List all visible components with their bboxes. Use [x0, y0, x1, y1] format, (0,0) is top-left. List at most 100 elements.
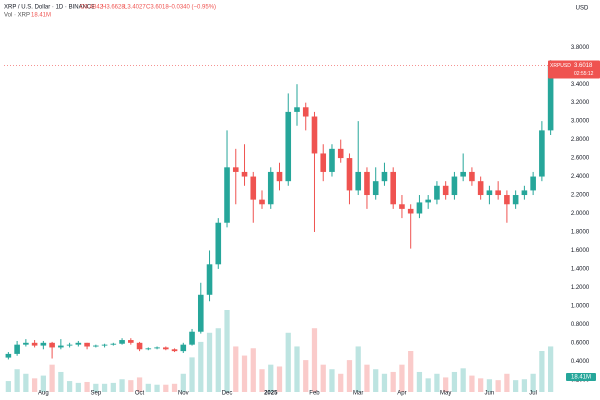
candle-body — [407, 208, 414, 214]
candle-body — [180, 344, 187, 352]
candle-body — [23, 342, 29, 345]
x-tick-label: 2025 — [264, 391, 278, 397]
volume-bar — [408, 351, 414, 392]
candle-body — [547, 65, 554, 131]
currency-label: USD — [576, 6, 589, 12]
volume-bar — [338, 373, 344, 392]
volume-bar — [241, 355, 248, 392]
candle-body — [58, 345, 64, 348]
candle-body — [119, 340, 125, 344]
x-tick-label: May — [440, 391, 451, 397]
volume-bar — [320, 364, 326, 392]
y-tick-label: 2.4000 — [571, 174, 590, 180]
y-tick-label: 1.6000 — [571, 248, 590, 254]
x-tick-label: Sep — [90, 391, 101, 397]
candle-body — [355, 171, 362, 191]
candle-body — [434, 185, 440, 200]
candle-body — [75, 342, 82, 345]
candle-body — [145, 348, 152, 350]
candle-body — [197, 294, 204, 332]
volume-bar — [460, 368, 466, 392]
volume-bar — [171, 383, 178, 392]
volume-bar — [128, 380, 134, 392]
volume-bar — [268, 364, 274, 392]
x-tick-label: Dec — [222, 391, 233, 397]
volume-bar — [434, 373, 440, 392]
candle-body — [189, 331, 195, 345]
candle-body — [530, 176, 536, 191]
candle-body — [329, 148, 335, 172]
volume-bar — [486, 379, 493, 392]
candle-body — [390, 171, 396, 205]
candle-body — [14, 344, 20, 354]
volume-bar — [84, 381, 90, 392]
y-tick-label: 2.0000 — [571, 211, 590, 217]
candle-body — [276, 171, 283, 182]
candle-body — [241, 171, 248, 177]
volume-bar — [58, 371, 64, 392]
y-tick-label: 2.8000 — [571, 137, 590, 143]
candle-body — [504, 195, 510, 205]
volume-bar — [504, 373, 510, 392]
volume-bar — [311, 328, 318, 392]
x-tick-label: Jul — [529, 391, 537, 397]
candle-body — [31, 342, 38, 346]
volume-bar — [40, 375, 46, 392]
y-tick-label: 3.4000 — [571, 82, 590, 88]
volume-bar — [31, 378, 38, 392]
candle-body — [346, 158, 353, 191]
candle-body — [267, 171, 274, 205]
candle-body — [416, 202, 423, 214]
candle-body — [110, 343, 117, 345]
y-tick-label: 0.4000 — [571, 359, 590, 365]
price-tag-value: 3.6018 — [574, 63, 593, 69]
volume-bar — [539, 351, 545, 392]
candle-body — [486, 190, 493, 196]
volume-bar — [110, 382, 116, 392]
volume-bar — [469, 375, 475, 392]
volume-bar — [101, 383, 108, 392]
x-tick-label: Mar — [353, 391, 363, 397]
candle-body — [381, 171, 388, 182]
ohlc-label: L3.4027 — [124, 5, 146, 11]
y-tick-label: 1.4000 — [571, 266, 590, 272]
candle-body — [215, 222, 222, 265]
volume-bar — [93, 383, 99, 392]
volume-bar — [206, 332, 213, 392]
volume-bar — [75, 382, 81, 392]
candle-body — [136, 342, 143, 350]
candle-body — [372, 181, 379, 196]
x-tick-label: Oct — [135, 391, 145, 397]
change-label: −0.0340 (−0.95%) — [168, 5, 216, 11]
volume-bar — [5, 381, 11, 392]
candle-body — [364, 171, 370, 196]
volume-bar — [478, 378, 484, 392]
candle-body — [451, 176, 458, 196]
x-tick-label: Feb — [309, 391, 320, 397]
chart-title: XRP / U.S. Dollar · 1D · BINANCE — [4, 5, 95, 11]
candle-body — [128, 340, 134, 343]
y-tick-label: 0.8000 — [571, 322, 590, 328]
volume-bar — [233, 346, 239, 392]
candle-body — [521, 190, 528, 196]
ohlc-label: C3.6018 — [146, 5, 169, 11]
volume-label: 18.41M — [31, 13, 51, 19]
candle-body — [425, 199, 431, 203]
volume-bar — [416, 371, 423, 392]
volume-tag — [566, 373, 596, 381]
candle-body — [311, 116, 318, 154]
volume-bar — [495, 380, 501, 392]
candle-body — [477, 181, 484, 196]
candle-body — [469, 171, 475, 182]
volume-bar — [215, 328, 221, 392]
candle-body — [302, 107, 309, 117]
volume-bar — [373, 369, 379, 392]
volume-bar — [451, 371, 458, 392]
volume-bar — [66, 381, 73, 392]
volume-bar — [530, 373, 536, 392]
candle-body — [224, 167, 230, 223]
candle-body — [40, 342, 47, 346]
y-tick-label: 0.6000 — [571, 340, 590, 346]
x-tick-label: Nov — [178, 391, 189, 397]
